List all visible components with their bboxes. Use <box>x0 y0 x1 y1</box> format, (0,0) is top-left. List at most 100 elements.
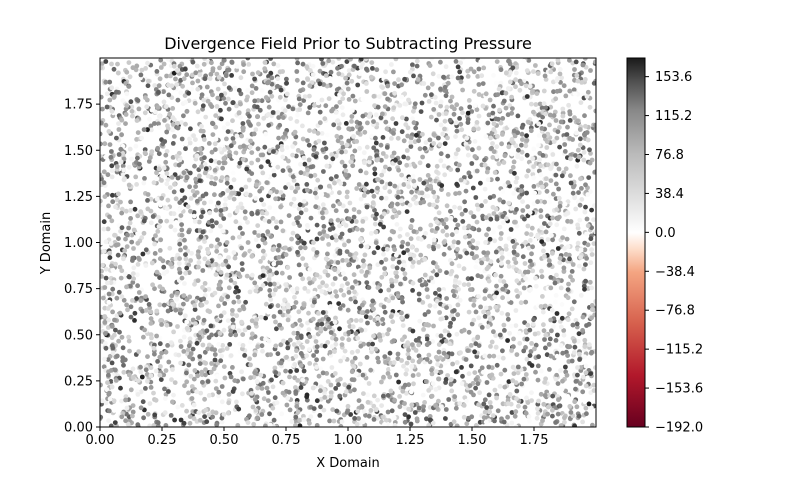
scatter-point <box>398 226 403 232</box>
scatter-point <box>276 115 282 120</box>
scatter-point <box>491 149 497 155</box>
scatter-point <box>108 241 114 246</box>
scatter-point <box>128 216 134 221</box>
scatter-point <box>392 81 397 86</box>
scatter-point <box>566 252 572 258</box>
scatter-point <box>555 58 561 63</box>
scatter-point <box>238 115 243 120</box>
scatter-point <box>405 232 410 237</box>
scatter-point <box>298 385 304 390</box>
scatter-point <box>219 415 225 421</box>
scatter-point <box>266 276 272 282</box>
scatter-point <box>274 270 279 276</box>
scatter-point <box>213 386 219 391</box>
scatter-point <box>249 90 255 96</box>
scatter-point <box>405 133 411 139</box>
scatter-point <box>475 273 481 279</box>
scatter-point <box>247 339 253 345</box>
scatter-point <box>351 134 356 139</box>
scatter-point <box>271 261 277 267</box>
scatter-point <box>474 202 480 208</box>
scatter-point <box>515 130 521 136</box>
scatter-point <box>114 353 120 359</box>
scatter-point <box>521 90 527 96</box>
scatter-point <box>383 154 389 159</box>
scatter-point <box>423 379 429 384</box>
scatter-point <box>582 58 588 61</box>
scatter-point <box>583 370 589 376</box>
scatter-point <box>259 98 265 104</box>
scatter-point <box>448 167 454 173</box>
scatter-point <box>342 163 348 169</box>
scatter-point <box>242 215 248 221</box>
scatter-point <box>562 142 568 147</box>
scatter-point <box>254 317 260 322</box>
scatter-point <box>215 237 220 243</box>
scatter-point <box>109 384 115 390</box>
scatter-point <box>557 67 563 72</box>
scatter-point <box>117 329 122 335</box>
scatter-point <box>196 410 202 416</box>
scatter-point <box>111 408 117 413</box>
scatter-point <box>396 210 402 216</box>
scatter-point <box>124 302 129 308</box>
scatter-point <box>306 142 312 148</box>
scatter-point <box>141 334 146 340</box>
scatter-point <box>202 281 208 286</box>
scatter-point <box>218 313 224 319</box>
scatter-point <box>408 135 414 141</box>
scatter-point <box>234 313 240 319</box>
scatter-point <box>212 352 218 357</box>
scatter-point <box>549 61 555 67</box>
scatter-point <box>179 188 185 193</box>
scatter-point <box>531 69 536 74</box>
scatter-point <box>336 382 341 388</box>
scatter-point <box>474 107 480 113</box>
scatter-point <box>194 153 200 159</box>
scatter-point <box>317 68 323 74</box>
scatter-point <box>161 302 167 308</box>
scatter-point <box>505 180 511 186</box>
scatter-point <box>173 162 179 168</box>
scatter-point <box>344 59 350 64</box>
scatter-point <box>395 351 401 357</box>
scatter-point <box>247 192 253 198</box>
scatter-point <box>157 113 162 119</box>
scatter-point <box>507 330 512 336</box>
scatter-point <box>483 134 489 139</box>
scatter-point <box>378 337 383 343</box>
scatter-point <box>451 239 457 245</box>
scatter-point <box>381 211 387 217</box>
scatter-point <box>221 58 227 63</box>
scatter-point <box>524 356 530 362</box>
scatter-point <box>185 347 191 353</box>
scatter-point <box>449 261 455 267</box>
scatter-point <box>162 410 168 416</box>
scatter-point <box>133 143 139 149</box>
scatter-point <box>109 360 115 366</box>
scatter-point <box>449 94 455 100</box>
scatter-point <box>313 186 319 192</box>
scatter-point <box>408 421 414 427</box>
scatter-point <box>240 231 245 236</box>
scatter-point <box>342 242 347 248</box>
scatter-point <box>251 131 257 137</box>
scatter-point <box>562 415 567 421</box>
scatter-point <box>158 58 164 63</box>
scatter-point <box>339 140 345 146</box>
scatter-point <box>494 362 500 368</box>
scatter-point <box>548 178 554 184</box>
scatter-point <box>349 119 354 124</box>
scatter-point <box>399 198 405 204</box>
scatter-point <box>284 91 290 97</box>
scatter-point <box>533 342 539 348</box>
scatter-point <box>302 161 308 167</box>
scatter-point <box>222 301 228 306</box>
scatter-point <box>531 317 536 323</box>
scatter-point <box>183 99 189 105</box>
scatter-point <box>527 353 533 358</box>
scatter-point <box>445 135 450 141</box>
scatter-point <box>181 334 187 340</box>
scatter-point <box>557 125 562 130</box>
scatter-point <box>451 308 457 313</box>
